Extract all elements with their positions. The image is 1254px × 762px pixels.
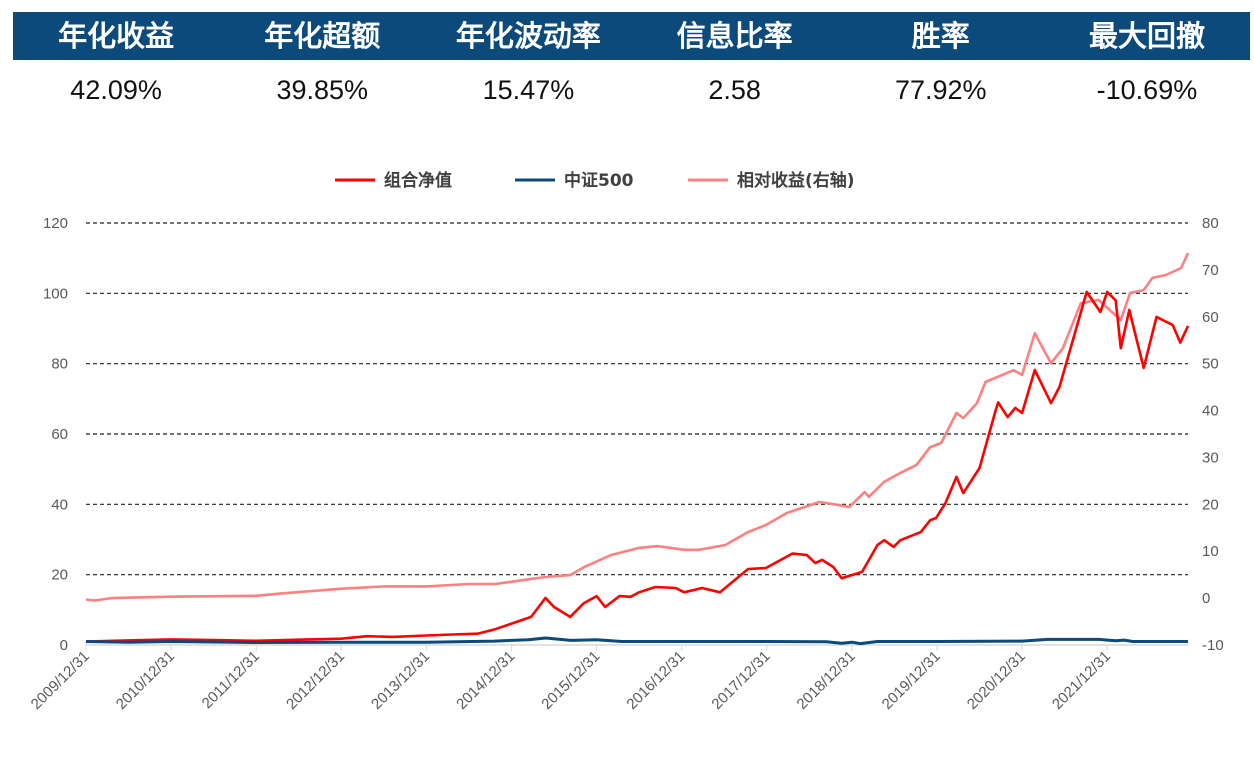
metric-label-annual-excess: 年化超额 [264, 19, 381, 53]
y-left-tick-label: 40 [51, 496, 68, 513]
y-right-tick-label: 50 [1202, 356, 1219, 373]
series-line-relative [85, 252, 1190, 602]
series-line-csi500 [85, 636, 1188, 646]
y-left-tick-label: 80 [51, 356, 68, 373]
metric-value-annual-volatility: 15.47% [482, 75, 575, 105]
metric-value-win-rate: 77.92% [894, 75, 987, 105]
legend-label-portfolio: 组合净值 [384, 170, 452, 191]
x-tick-label: 2019/12/31 [879, 648, 944, 713]
metric-label-max-drawdown: 最大回撤 [1088, 19, 1205, 53]
x-tick-label: 2020/12/31 [964, 648, 1029, 713]
x-tick-label: 2015/12/31 [538, 648, 603, 713]
x-tick-label: 2012/12/31 [283, 648, 348, 713]
y-right-tick-label: 80 [1202, 215, 1219, 232]
x-tick-label: 2021/12/31 [1049, 648, 1114, 713]
x-tick-label: 2010/12/31 [113, 648, 178, 713]
x-tick-label: 2013/12/31 [368, 648, 433, 713]
chart-legend: 组合净值 中证500 相对收益(右轴) [335, 170, 855, 191]
x-tick-label: 2014/12/31 [453, 648, 518, 713]
legend-label-relative: 相对收益(右轴) [737, 170, 855, 191]
series-line-portfolio [85, 290, 1190, 643]
y-left-tick-label: 20 [51, 567, 68, 584]
y-left-tick-label: 100 [43, 285, 68, 302]
x-tick-label: 2016/12/31 [623, 648, 688, 713]
y-right-tick-label: 30 [1202, 449, 1219, 466]
y-left-tick-label: 60 [51, 426, 68, 443]
metric-label-annual-return: 年化收益 [58, 19, 175, 53]
y-left-tick-label: 120 [43, 215, 68, 232]
y-right-tick-label: 40 [1202, 403, 1219, 420]
metric-value-annual-excess: 39.85% [276, 75, 369, 105]
y-left-tick-label: 0 [60, 637, 68, 654]
y-right-tick-label: 20 [1202, 496, 1219, 513]
y-right-tick-label: 10 [1202, 543, 1219, 560]
x-tick-label: 2017/12/31 [708, 648, 773, 713]
y-right-tick-label: 70 [1202, 262, 1219, 279]
y-right-tick-label: -10 [1202, 637, 1224, 654]
metric-value-information-ratio: 2.58 [708, 75, 761, 105]
metric-label-win-rate: 胜率 [911, 19, 970, 53]
metrics-header-band: 年化收益 年化超额 年化波动率 信息比率 胜率 最大回撤 [13, 12, 1250, 60]
metric-label-annual-volatility: 年化波动率 [455, 19, 601, 53]
metrics-values-row: 42.09% 39.85% 15.47% 2.58 77.92% -10.69% [13, 68, 1250, 112]
metric-label-information-ratio: 信息比率 [676, 19, 793, 53]
y-right-tick-label: 60 [1202, 309, 1219, 326]
y-right-tick-label: 0 [1202, 590, 1210, 607]
legend-label-csi500: 中证500 [564, 170, 634, 191]
x-tick-label: 2018/12/31 [794, 648, 859, 713]
metric-value-annual-return: 42.09% [70, 75, 162, 105]
x-tick-label: 2009/12/31 [28, 648, 93, 713]
x-tick-label: 2011/12/31 [199, 648, 263, 712]
metric-value-max-drawdown: -10.69% [1096, 75, 1198, 105]
